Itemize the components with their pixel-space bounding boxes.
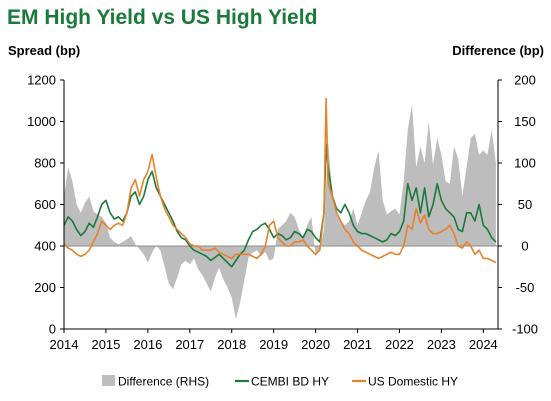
legend-cembi-bd-hy-label: CEMBI BD HY xyxy=(251,375,329,389)
y-tick-label-left-1200: 1200 xyxy=(27,73,56,88)
y-axis-title-right: Difference (bp) xyxy=(452,43,544,58)
x-tick-label-2022: 2022 xyxy=(385,337,414,352)
y-tick-label-left-0: 0 xyxy=(49,322,56,337)
x-tick-label-2018: 2018 xyxy=(217,337,246,352)
y-tick-label-right-150: 150 xyxy=(514,114,536,129)
y-tick-label-right--100: -100 xyxy=(512,322,538,337)
legend: Difference (RHS) CEMBI BD HY US Domestic H… xyxy=(102,375,458,389)
y-tick-label-right-50: 50 xyxy=(518,197,532,212)
y-tick-label-left-200: 200 xyxy=(34,280,56,295)
spread-lines-layer xyxy=(63,97,497,268)
y-axis-title-left: Spread (bp) xyxy=(8,43,80,58)
legend-difference-rhs-swatch xyxy=(102,375,115,386)
y-tick-label-left-400: 400 xyxy=(34,239,56,254)
x-tick-label-2014: 2014 xyxy=(50,337,79,352)
y-tick-label-right-200: 200 xyxy=(514,73,536,88)
x-tick-label-2016: 2016 xyxy=(133,337,162,352)
y-tick-label-left-1000: 1000 xyxy=(27,114,56,129)
y-tick-label-right-100: 100 xyxy=(514,156,536,171)
y-tick-label-left-800: 800 xyxy=(34,156,56,171)
series-line-us-domestic-hy xyxy=(63,97,497,264)
legend-difference-rhs-label: Difference (RHS) xyxy=(118,375,209,389)
x-tick-label-2021: 2021 xyxy=(343,337,372,352)
series-line-cembi-bd-hy xyxy=(63,143,497,268)
x-tick-label-2024: 2024 xyxy=(469,337,498,352)
tick-labels-layer: 0 200 400 600 800 1000 1200 -100 -50 0 50 100 150 200… xyxy=(27,73,538,353)
difference-area-layer xyxy=(64,104,496,320)
x-tick-label-2019: 2019 xyxy=(259,337,288,352)
y-tick-label-right--50: -50 xyxy=(516,280,535,295)
x-tick-label-2020: 2020 xyxy=(301,337,330,352)
y-tick-label-right-0: 0 xyxy=(521,239,528,254)
x-tick-label-2017: 2017 xyxy=(175,337,204,352)
page-title: EM High Yield vs US High Yield xyxy=(7,6,318,29)
legend-us-domestic-hy-label: US Domestic HY xyxy=(368,375,458,389)
y-tick-label-left-600: 600 xyxy=(34,197,56,212)
x-tick-label-2015: 2015 xyxy=(91,337,120,352)
axes-layer xyxy=(60,79,502,333)
x-tick-label-2023: 2023 xyxy=(427,337,456,352)
series-area-difference-rhs xyxy=(64,104,496,320)
